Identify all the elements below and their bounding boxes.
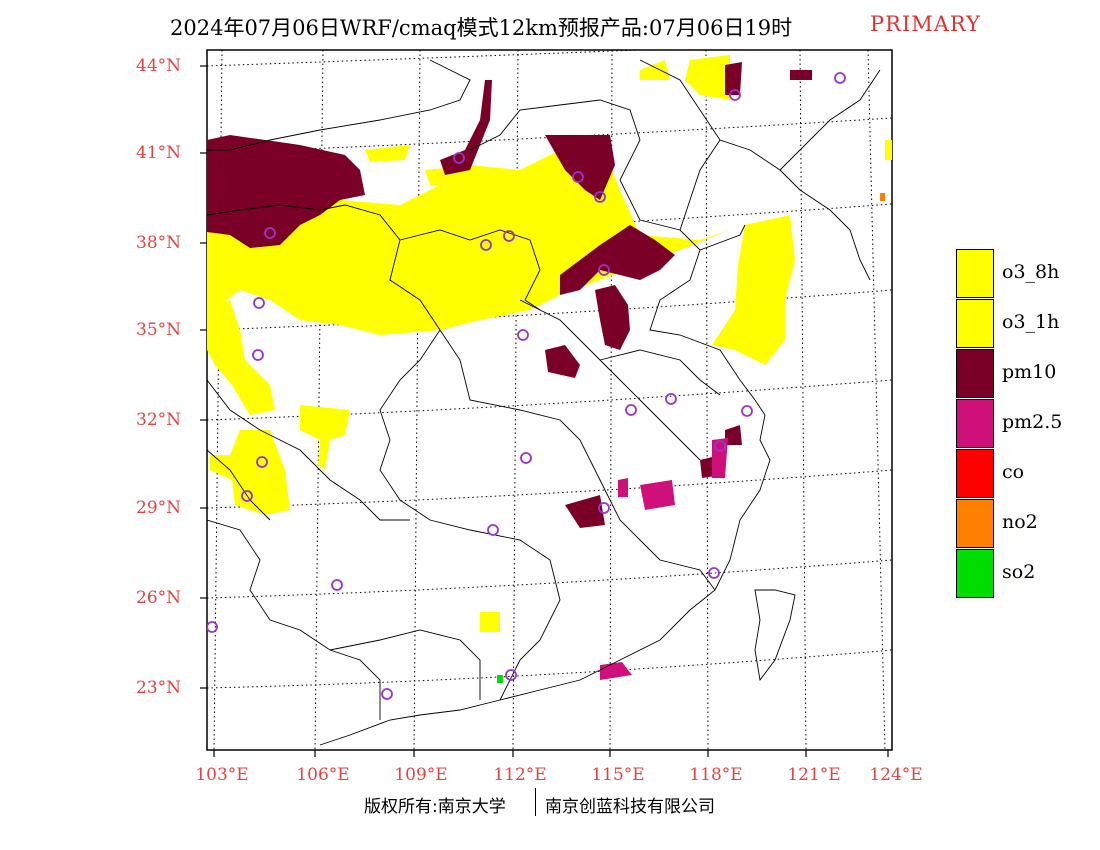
credit-company: 南京创蓝科技有限公司	[545, 797, 715, 817]
lon-label-115: 115°E	[591, 765, 645, 785]
legend-item-no2: no2	[956, 499, 1096, 549]
title-bar: 2024年07月06日WRF/cmaq模式12km预报产品:07月06日19时 …	[0, 12, 1100, 42]
legend-swatch	[956, 349, 994, 398]
legend-item-o3-8h: o3_8h	[956, 249, 1096, 299]
lat-label-32: 32°N	[136, 410, 182, 430]
pollutant-legend: o3_8h o3_1h pm10 pm2.5 co no2 so2	[956, 249, 1096, 599]
no2-spot	[880, 193, 885, 201]
legend-swatch	[956, 399, 994, 448]
lat-label-44: 44°N	[136, 56, 182, 76]
credit-line: 版权所有:南京大学 南京创蓝科技有限公司	[0, 788, 1100, 818]
map-title: 2024年07月06日WRF/cmaq模式12km预报产品:07月06日19时	[170, 16, 793, 40]
lat-label-26: 26°N	[136, 588, 182, 608]
legend-label: co	[1002, 461, 1025, 483]
lon-label-112: 112°E	[493, 765, 547, 785]
lon-label-118: 118°E	[689, 765, 743, 785]
lon-label-106: 106°E	[296, 765, 350, 785]
legend-label: pm2.5	[1002, 411, 1063, 433]
legend-item-o3-1h: o3_1h	[956, 299, 1096, 349]
legend-item-so2: so2	[956, 549, 1096, 599]
legend-label: o3_8h	[1002, 261, 1060, 283]
credit-separator	[535, 788, 536, 816]
legend-item-pm10: pm10	[956, 349, 1096, 399]
legend-label: so2	[1002, 561, 1036, 583]
legend-label: o3_1h	[1002, 311, 1060, 333]
monitor-stations	[207, 72, 846, 700]
lon-label-124: 124°E	[869, 765, 923, 785]
lon-label-109: 109°E	[394, 765, 448, 785]
primary-tag: PRIMARY	[870, 12, 981, 36]
lat-label-35: 35°N	[136, 320, 182, 340]
lat-label-23: 23°N	[136, 678, 182, 698]
legend-item-co: co	[956, 449, 1096, 499]
so2-spot	[497, 675, 503, 683]
legend-swatch	[956, 549, 994, 598]
legend-item-pm25: pm2.5	[956, 399, 1096, 449]
legend-swatch	[956, 499, 994, 548]
legend-swatch	[956, 449, 994, 498]
legend-label: no2	[1002, 511, 1038, 533]
lon-label-103: 103°E	[195, 765, 249, 785]
lat-label-38: 38°N	[136, 233, 182, 253]
credit-owner: 版权所有:南京大学	[364, 797, 506, 817]
axis-ticks	[200, 65, 889, 757]
boundary-lines	[207, 59, 881, 746]
lon-label-121: 121°E	[787, 765, 841, 785]
lat-label-29: 29°N	[136, 498, 182, 518]
legend-label: pm10	[1002, 361, 1057, 383]
lat-label-41: 41°N	[136, 143, 182, 163]
legend-swatch	[956, 299, 994, 348]
legend-swatch	[956, 249, 994, 298]
